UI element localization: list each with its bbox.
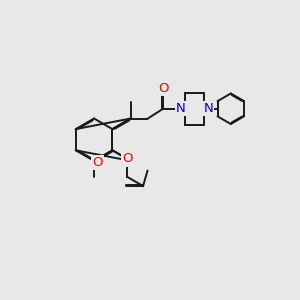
Text: N: N	[176, 102, 185, 115]
Text: O: O	[92, 156, 103, 169]
Text: N: N	[204, 102, 213, 115]
Text: O: O	[122, 152, 133, 166]
Text: O: O	[158, 82, 168, 95]
